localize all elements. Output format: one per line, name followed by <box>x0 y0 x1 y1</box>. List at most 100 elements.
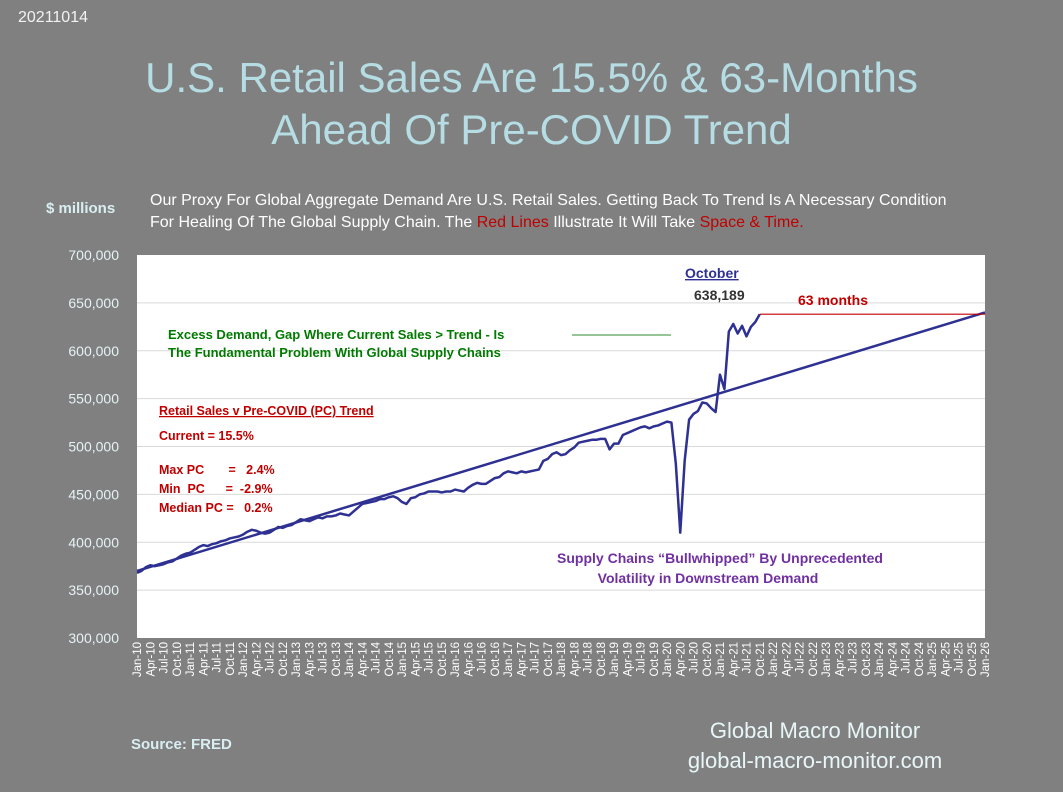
stats-title: Retail Sales v Pre-COVID (PC) Trend <box>159 404 374 418</box>
x-tick-label: Apr-15 <box>410 642 422 677</box>
x-tick-label: Oct-21 <box>755 642 767 677</box>
y-tick-labels: 300,000 350,000 400,000 450,000 500,000 550,0… <box>68 247 119 646</box>
x-tick-label: Jan-26 <box>980 642 992 677</box>
title-line-2: Ahead Of Pre-COVID Trend <box>271 106 792 153</box>
excess-demand-line-2: The Fundamental Problem With Global Supp… <box>168 345 501 360</box>
brand-name: Global Macro Monitor <box>709 718 921 743</box>
x-tick-label: Jul-16 <box>477 642 489 673</box>
x-tick-label: Jan-16 <box>450 642 462 677</box>
x-tick-label: Oct-11 <box>225 642 237 676</box>
bullwhip-line-2: Volatility in Downstream Demand <box>598 570 819 586</box>
x-tick-label: Oct-20 <box>702 642 714 677</box>
x-tick-label: Jul-19 <box>636 642 648 673</box>
brand-url: global-macro-monitor.com <box>687 748 943 773</box>
description-part-1: Our Proxy For Global Aggregate Demand Ar… <box>150 192 947 231</box>
y-tick-label: 700,000 <box>68 247 119 263</box>
x-tick-label: Oct-22 <box>808 642 820 677</box>
y-tick-label: 650,000 <box>68 295 119 311</box>
stats-max: Max PC = 2.4% <box>159 463 275 477</box>
x-tick-label: Oct-25 <box>967 642 979 677</box>
x-tick-label: Apr-22 <box>781 642 793 677</box>
y-tick-label: 450,000 <box>68 486 119 502</box>
x-tick-label: Jan-21 <box>715 642 727 677</box>
x-tick-label: Jul-22 <box>795 642 807 673</box>
x-tick-label: Jan-17 <box>503 642 515 677</box>
source-note: Source: FRED <box>131 736 232 753</box>
x-tick-label: Jul-25 <box>954 642 966 673</box>
title-line-1: U.S. Retail Sales Are 15.5% & 63-Months <box>145 54 918 101</box>
bullwhip-line-1: Supply Chains “Bullwhipped” By Unprecede… <box>557 550 883 566</box>
x-tick-label: Jan-11 <box>185 642 197 676</box>
y-tick-label: 500,000 <box>68 439 119 455</box>
y-tick-label: 400,000 <box>68 534 119 550</box>
x-tick-label: Jul-12 <box>265 642 277 673</box>
x-tick-label: Jul-23 <box>848 642 860 673</box>
months-ahead-label: 63 months <box>798 292 868 308</box>
x-tick-label: Jan-19 <box>609 642 621 677</box>
x-tick-label: Apr-10 <box>145 642 157 677</box>
x-tick-label: Jul-14 <box>371 641 383 673</box>
y-tick-label: 600,000 <box>68 343 119 359</box>
x-tick-label: Apr-11 <box>198 642 210 676</box>
x-tick-label: Oct-12 <box>278 642 290 677</box>
x-tick-label: Jan-14 <box>344 641 356 677</box>
description-part-2: Illustrate It Will Take <box>548 214 700 231</box>
x-tick-label: Apr-12 <box>251 642 263 677</box>
x-tick-label: Jan-22 <box>768 642 780 677</box>
x-tick-label: Apr-13 <box>304 642 316 677</box>
brand-block: Global Macro Monitor global-macro-monito… <box>680 716 950 776</box>
x-tick-label: Jul-17 <box>530 642 542 673</box>
x-tick-label: Jan-15 <box>397 642 409 677</box>
description-text: Our Proxy For Global Aggregate Demand Ar… <box>150 190 970 234</box>
x-tick-label: Jul-24 <box>901 641 913 673</box>
excess-demand-line-1: Excess Demand, Gap Where Current Sales >… <box>168 327 504 342</box>
x-tick-label: Jul-20 <box>689 642 701 673</box>
stats-min: Min PC = -2.9% <box>159 482 273 496</box>
x-tick-label: Jan-12 <box>238 642 250 677</box>
y-tick-label: 350,000 <box>68 582 119 598</box>
y-axis-unit: $ millions <box>46 200 116 217</box>
x-tick-label: Apr-17 <box>516 642 528 677</box>
stats-current: Current = 15.5% <box>159 429 254 443</box>
x-tick-label: Apr-20 <box>675 642 687 677</box>
x-tick-label: Apr-16 <box>463 642 475 677</box>
x-tick-label: Jul-10 <box>159 642 171 673</box>
x-tick-label: Jul-13 <box>318 642 330 673</box>
stats-median: Median PC = 0.2% <box>159 501 273 515</box>
x-tick-label: Apr-21 <box>728 642 740 677</box>
x-tick-label: Apr-25 <box>940 642 952 677</box>
report-date: 20211014 <box>18 9 88 26</box>
x-tick-label: Oct-24 <box>914 641 926 676</box>
x-tick-label: Oct-23 <box>861 642 873 677</box>
y-tick-label: 300,000 <box>68 630 119 646</box>
latest-value-label: 638,189 <box>694 287 745 303</box>
description-red-1: Red Lines <box>476 214 549 231</box>
x-tick-label: Jan-18 <box>556 642 568 677</box>
x-tick-label: Jan-20 <box>662 642 674 677</box>
chart-title: U.S. Retail Sales Are 15.5% & 63-Months … <box>0 52 1063 156</box>
x-tick-label: Apr-14 <box>357 641 369 676</box>
x-tick-label: Jul-18 <box>583 642 595 673</box>
x-tick-label: Oct-18 <box>596 642 608 677</box>
x-tick-label: Jul-21 <box>742 642 754 673</box>
x-tick-label: Oct-19 <box>649 642 661 677</box>
x-tick-label: Jan-24 <box>874 641 886 677</box>
x-tick-label: Apr-24 <box>887 641 899 676</box>
x-tick-label: Jul-11 <box>212 642 224 672</box>
x-tick-label: Oct-17 <box>543 642 555 677</box>
october-label: October <box>685 265 739 281</box>
x-tick-label: Oct-14 <box>384 641 396 676</box>
series-lines <box>136 311 986 575</box>
x-tick-label: Jan-13 <box>291 642 303 677</box>
y-tick-label: 550,000 <box>68 391 119 407</box>
gridlines <box>137 302 985 591</box>
x-tick-labels: Jan-10 Apr-10 Jul-10 Oct-10 Jan-11 Apr-11 Jul-… <box>132 641 992 677</box>
x-tick-label: Jan-25 <box>927 642 939 677</box>
x-tick-label: Jan-10 <box>132 642 144 677</box>
x-tick-label: Oct-15 <box>437 642 449 677</box>
x-tick-label: Oct-16 <box>490 642 502 677</box>
x-tick-label: Apr-18 <box>569 642 581 677</box>
description-red-2: Space & Time. <box>699 214 804 231</box>
x-tick-label: Oct-13 <box>331 642 343 677</box>
